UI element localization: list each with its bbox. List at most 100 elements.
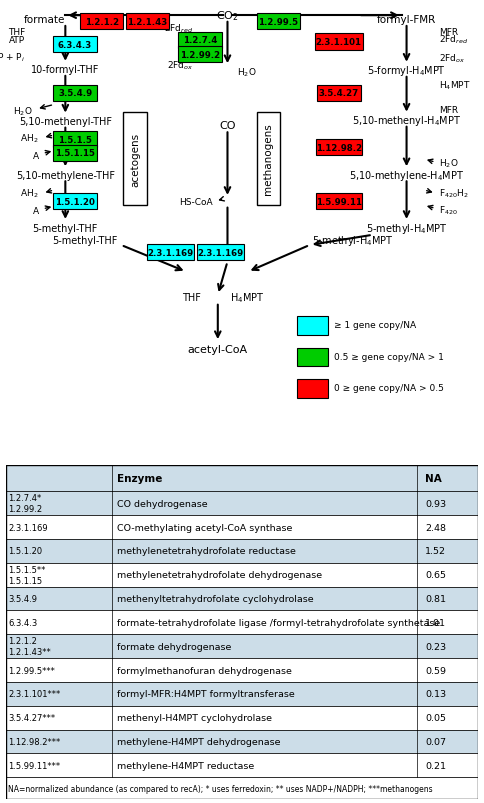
Text: 1.5.99.11: 1.5.99.11 (316, 198, 362, 206)
FancyBboxPatch shape (316, 194, 362, 210)
Text: 2.3.1.101***: 2.3.1.101*** (8, 690, 60, 699)
Text: THF: THF (8, 28, 25, 37)
Text: CO: CO (219, 120, 236, 131)
Text: NA: NA (425, 474, 442, 483)
Text: methenyltetrahydrofolate cyclohydrolase: methenyltetrahydrofolate cyclohydrolase (117, 594, 314, 603)
Text: 5,10-methylene-THF: 5,10-methylene-THF (16, 170, 115, 181)
Text: 2.3.1.169: 2.3.1.169 (197, 249, 243, 258)
Text: 0.65: 0.65 (425, 571, 446, 580)
Text: CO$_2$: CO$_2$ (216, 10, 239, 23)
Text: 5-methyl-H$_4$MPT: 5-methyl-H$_4$MPT (366, 222, 447, 235)
Text: 2.3.1.101: 2.3.1.101 (316, 38, 362, 47)
FancyBboxPatch shape (297, 349, 328, 367)
Text: H$_2$O: H$_2$O (13, 105, 33, 118)
Text: THF: THF (182, 293, 200, 303)
Text: 0.59: 0.59 (425, 666, 446, 675)
Text: H$_2$O: H$_2$O (439, 157, 459, 170)
FancyBboxPatch shape (53, 145, 97, 162)
Text: 0.93: 0.93 (425, 499, 446, 508)
FancyBboxPatch shape (178, 47, 222, 63)
Text: MFR: MFR (439, 28, 458, 37)
FancyBboxPatch shape (6, 563, 478, 587)
Text: 6.3.4.3: 6.3.4.3 (8, 618, 37, 627)
Text: formate-tetrahydrofolate ligase /formyl-tetrahydrofolate synthetase: formate-tetrahydrofolate ligase /formyl-… (117, 618, 440, 627)
Text: 1.2.1.2: 1.2.1.2 (85, 18, 119, 26)
Text: 2.3.1.169: 2.3.1.169 (147, 249, 194, 258)
Text: 1.5.99.11***: 1.5.99.11*** (8, 761, 60, 770)
Text: 1.2.7.4: 1.2.7.4 (182, 36, 217, 45)
Text: 1.12.98.2: 1.12.98.2 (316, 144, 362, 153)
Text: 3.5.4.9: 3.5.4.9 (58, 89, 92, 98)
Text: CO-methylating acetyl-CoA synthase: CO-methylating acetyl-CoA synthase (117, 523, 292, 532)
Text: Enzyme: Enzyme (117, 474, 162, 483)
Text: 1.5.1.20: 1.5.1.20 (55, 198, 95, 206)
FancyBboxPatch shape (297, 380, 328, 398)
Text: formyl-MFR:H4MPT formyltransferase: formyl-MFR:H4MPT formyltransferase (117, 690, 295, 699)
Text: formyl-FMR: formyl-FMR (377, 15, 436, 25)
Text: 0.81: 0.81 (425, 594, 446, 603)
Text: HS-CoA: HS-CoA (180, 198, 213, 206)
Text: methylenetetrahydrofolate reductase: methylenetetrahydrofolate reductase (117, 547, 296, 556)
Text: 1.5.1.5: 1.5.1.5 (58, 136, 92, 145)
Text: 1.2.1.2
1.2.1.43**: 1.2.1.2 1.2.1.43** (8, 637, 51, 657)
Text: 0 ≥ gene copy/NA > 0.5: 0 ≥ gene copy/NA > 0.5 (334, 384, 444, 393)
Text: H$_2$O: H$_2$O (237, 67, 257, 79)
Text: 1.2.99.2: 1.2.99.2 (180, 51, 220, 59)
Text: A: A (32, 207, 39, 216)
FancyBboxPatch shape (147, 245, 194, 261)
Text: 1.2.1.43: 1.2.1.43 (127, 18, 168, 26)
FancyBboxPatch shape (317, 86, 361, 102)
Text: 0.07: 0.07 (425, 737, 446, 746)
FancyBboxPatch shape (6, 634, 478, 658)
Text: 1.01: 1.01 (425, 618, 446, 627)
Text: methylenetetrahydrofolate dehydrogenase: methylenetetrahydrofolate dehydrogenase (117, 571, 322, 580)
Text: ≥ 1 gene copy/NA: ≥ 1 gene copy/NA (334, 321, 416, 330)
Text: 0.05: 0.05 (425, 713, 446, 723)
Text: F$_{420}$: F$_{420}$ (439, 204, 458, 216)
FancyBboxPatch shape (6, 611, 478, 634)
FancyBboxPatch shape (297, 316, 328, 335)
FancyBboxPatch shape (197, 245, 244, 261)
FancyBboxPatch shape (53, 37, 97, 53)
Text: 0.23: 0.23 (425, 642, 446, 651)
Text: methylene-H4MPT dehydrogenase: methylene-H4MPT dehydrogenase (117, 737, 280, 746)
FancyBboxPatch shape (53, 86, 97, 102)
FancyBboxPatch shape (6, 466, 478, 491)
Text: 3.5.4.9: 3.5.4.9 (8, 594, 37, 603)
Text: 0.13: 0.13 (425, 690, 446, 699)
Text: AH$_2$: AH$_2$ (20, 188, 39, 200)
Text: methanogens: methanogens (263, 124, 273, 195)
FancyBboxPatch shape (257, 112, 280, 206)
Text: formylmethanofuran dehydrogenase: formylmethanofuran dehydrogenase (117, 666, 292, 675)
Text: 6.3.4.3: 6.3.4.3 (58, 41, 92, 50)
Text: F$_{420}$H$_2$: F$_{420}$H$_2$ (439, 188, 469, 200)
FancyBboxPatch shape (316, 141, 362, 157)
Text: 2Fd$_{red}$: 2Fd$_{red}$ (439, 34, 468, 47)
Text: 1.12.98.2***: 1.12.98.2*** (8, 737, 60, 746)
Text: ADP + P$_i$: ADP + P$_i$ (0, 51, 25, 64)
Text: acetyl-CoA: acetyl-CoA (188, 344, 248, 354)
Text: methylene-H4MPT reductase: methylene-H4MPT reductase (117, 761, 254, 770)
Text: 0.5 ≥ gene copy/NA > 1: 0.5 ≥ gene copy/NA > 1 (334, 353, 444, 361)
Text: formate: formate (24, 15, 65, 25)
Text: 1.5.1.20: 1.5.1.20 (8, 547, 42, 556)
Text: 5-methyl-THF: 5-methyl-THF (52, 236, 118, 246)
Text: MFR: MFR (439, 105, 458, 114)
Text: 5-methyl-THF: 5-methyl-THF (32, 223, 98, 234)
Text: 2Fd$_{red}$: 2Fd$_{red}$ (165, 22, 194, 35)
Text: 1.2.7.4*
1.2.99.2: 1.2.7.4* 1.2.99.2 (8, 494, 42, 514)
Text: formate dehydrogenase: formate dehydrogenase (117, 642, 231, 651)
FancyBboxPatch shape (53, 132, 97, 148)
Text: 0.21: 0.21 (425, 761, 446, 770)
Text: 5,10-methenyl-THF: 5,10-methenyl-THF (19, 117, 112, 127)
FancyBboxPatch shape (178, 33, 222, 49)
FancyBboxPatch shape (80, 14, 123, 31)
Text: 1.52: 1.52 (425, 547, 446, 556)
Text: 5-methyl-H$_4$MPT: 5-methyl-H$_4$MPT (312, 234, 393, 248)
Text: H$_4$MPT: H$_4$MPT (439, 79, 471, 92)
FancyBboxPatch shape (6, 587, 478, 611)
Text: 2Fd$_{ox}$: 2Fd$_{ox}$ (167, 59, 194, 71)
FancyBboxPatch shape (6, 540, 478, 563)
FancyBboxPatch shape (6, 491, 478, 516)
FancyBboxPatch shape (6, 516, 478, 540)
